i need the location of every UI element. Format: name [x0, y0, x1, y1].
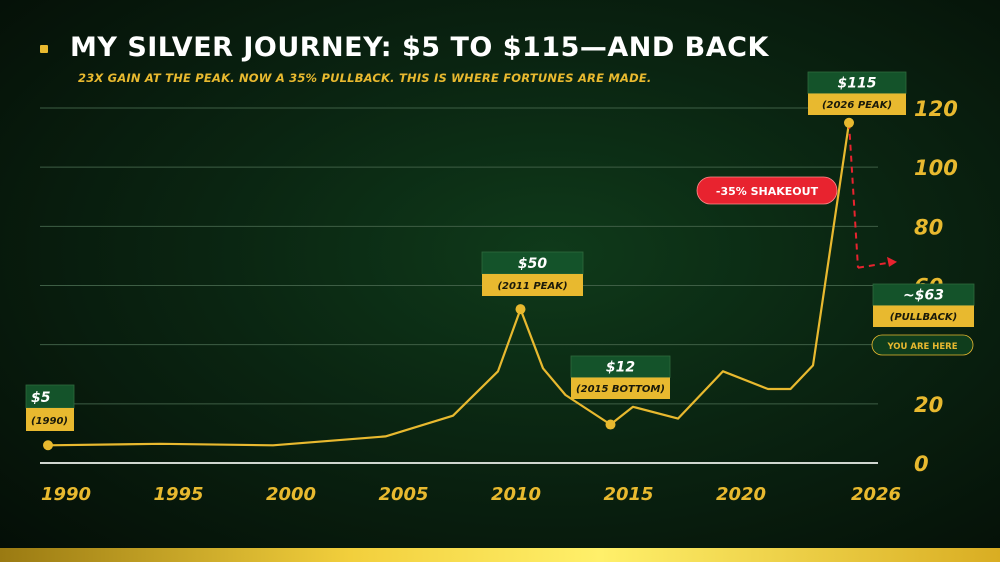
- y-tick-label: 100: [914, 156, 958, 180]
- point-marker: [43, 440, 53, 451]
- label-caption-box: [808, 93, 906, 115]
- chart-title: MY SILVER JOURNEY: $5 TO $115—AND BACK: [70, 32, 769, 63]
- label-value: $5: [31, 390, 51, 406]
- point-markers: [43, 117, 854, 451]
- label-value: ~$63: [903, 288, 944, 304]
- chart-subtitle: 23X GAIN AT THE PEAK. NOW A 35% PULLBACK…: [78, 71, 652, 85]
- label-value: $50: [518, 256, 547, 272]
- label-caption-box: [482, 274, 583, 296]
- label-caption: (2026 PEAK): [822, 100, 892, 111]
- grid-lines: [40, 107, 878, 464]
- x-tick-label: 2020: [716, 484, 766, 505]
- title-row: MY SILVER JOURNEY: $5 TO $115—AND BACK: [40, 32, 769, 63]
- shakeout-badge: [696, 176, 838, 205]
- here-badge: [871, 334, 974, 356]
- shakeout-badge-label: -35% SHAKEOUT: [716, 185, 819, 198]
- y-tick-label: 0: [914, 452, 929, 476]
- label-caption: (2015 BOTTOM): [576, 384, 665, 395]
- label-value: $12: [606, 360, 635, 376]
- title-bullet-icon: [40, 44, 48, 53]
- x-tick-label: 1990: [41, 484, 91, 505]
- label-caption: (1990): [31, 416, 68, 427]
- bottom-gold-bar: [0, 548, 1000, 562]
- y-tick-label: 120: [914, 97, 958, 121]
- pullback-arrow-icon: [887, 256, 897, 267]
- x-tick-label: 1995: [153, 484, 203, 505]
- point-marker: [605, 419, 616, 430]
- point-marker: [844, 117, 854, 128]
- here-badge-label: YOU ARE HERE: [886, 342, 957, 352]
- x-tick-label: 2026: [851, 484, 901, 505]
- label-caption-box: [873, 305, 974, 327]
- x-axis-ticks: 1990 1995 2000 2005 2010 2015 2020 2026: [41, 484, 901, 505]
- pullback-line: [848, 122, 859, 268]
- x-tick-label: 2000: [266, 484, 316, 505]
- annotation-labels: $5 (1990) $50 (2011 PEAK) $12 (2015 BOTTOM) $1…: [25, 71, 975, 431]
- label-caption-box: [26, 408, 74, 431]
- y-tick-label: 80: [914, 215, 943, 239]
- label-value: $115: [838, 76, 877, 92]
- badges: -35% SHAKEOUT YOU ARE HERE: [696, 176, 974, 356]
- pullback-arrow-line: [857, 261, 889, 269]
- x-tick-label: 2015: [603, 484, 653, 505]
- series-line: [46, 121, 851, 447]
- label-caption-box: [571, 377, 670, 399]
- label-caption: (PULLBACK): [890, 312, 957, 323]
- label-caption: (2011 PEAK): [497, 281, 567, 292]
- y-tick-label: 20: [914, 393, 943, 417]
- x-tick-label: 2010: [491, 484, 541, 505]
- point-marker: [515, 304, 526, 315]
- x-tick-label: 2005: [378, 484, 428, 505]
